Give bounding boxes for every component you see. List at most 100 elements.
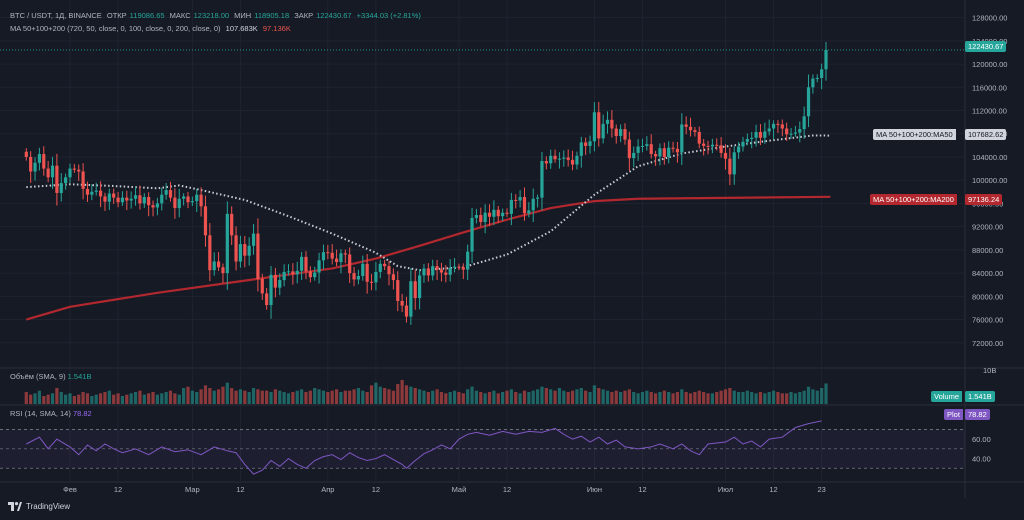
candle-body (85, 188, 90, 195)
candle-body (383, 263, 387, 267)
volume-bar (518, 393, 522, 404)
volume-bar (763, 393, 767, 404)
volume-bar (706, 393, 710, 404)
x-tick-label: Июн (587, 485, 602, 494)
candle-body (487, 212, 492, 217)
volume-bar (155, 394, 159, 404)
volume-bar (221, 386, 225, 404)
candle-body (278, 280, 282, 288)
volume-bar (68, 393, 72, 404)
candle-body (627, 139, 631, 159)
y-tick-label: 104000.00 (972, 153, 1007, 162)
volume-bar (811, 389, 815, 404)
volume-bar (321, 390, 326, 404)
volume-bar (85, 393, 90, 404)
candle-body (103, 196, 107, 202)
volume-bar (728, 388, 732, 404)
volume-bar (247, 392, 251, 404)
candle-body (142, 197, 146, 204)
candle-body (195, 194, 199, 202)
candle-body (540, 161, 544, 198)
ma50-line (26, 134, 831, 272)
candle-body (120, 197, 125, 203)
x-tick-label: Фев (63, 485, 77, 494)
volume-bar (125, 394, 129, 404)
volume-bar (243, 390, 247, 404)
volume-bar (81, 392, 85, 404)
candle-body (619, 129, 623, 137)
volume-bar (697, 390, 701, 404)
volume-bar (164, 392, 168, 404)
volume-bar (802, 390, 806, 404)
candle-body (575, 155, 579, 165)
candle-body (221, 267, 225, 274)
volume-bar (286, 393, 291, 404)
candle-body (614, 128, 618, 137)
candle-body (94, 190, 98, 192)
volume-bar (632, 392, 636, 404)
volume-bar (409, 386, 413, 404)
candle-body (535, 197, 540, 199)
ma-legend[interactable]: MA 50+100+200 (720, 50, close, 0, 100, c… (10, 24, 294, 33)
candle-body (623, 129, 627, 140)
candle-body (588, 141, 592, 146)
candle-body (505, 212, 509, 214)
candle-body (754, 132, 758, 138)
volume-bar (575, 389, 579, 404)
candle-body (767, 128, 771, 132)
ma200-name-label: MA 50+100+200:MA200 (870, 194, 957, 205)
volume-bar (780, 393, 784, 404)
low-label: МИН (234, 11, 252, 20)
candle-body (413, 281, 417, 299)
candle-body (457, 266, 461, 268)
close-value: 122430.67 (316, 11, 352, 20)
volume-bar (435, 389, 439, 404)
volume-bar (820, 388, 824, 404)
volume-bar (522, 390, 527, 404)
volume-legend[interactable]: Объём (SMA, 9) 1.541B (10, 372, 91, 381)
volume-bar (378, 386, 382, 404)
volume-bar (356, 388, 361, 404)
candle-body (234, 235, 238, 262)
volume-bar (256, 389, 260, 404)
volume-bar (400, 380, 404, 404)
volume-bar (627, 389, 631, 404)
volume-bar (815, 390, 819, 404)
y-tick-label: 120000.00 (972, 60, 1007, 69)
candle-body (710, 144, 714, 147)
y-tick-label: 100000.00 (972, 176, 1007, 185)
volume-bar (330, 390, 334, 404)
volume-bar (369, 385, 374, 404)
volume-bar (684, 392, 688, 404)
volume-bar (592, 385, 596, 404)
rsi-legend[interactable]: RSI (14, SMA, 14) 78.82 (10, 409, 92, 418)
volume-bar (55, 388, 59, 404)
candle-body (168, 190, 173, 198)
candle-body (396, 280, 400, 301)
candle-body (151, 205, 155, 208)
tradingview-footer[interactable]: TradingView (8, 502, 70, 511)
volume-bar (514, 392, 518, 404)
volume-bar (396, 384, 400, 404)
volume-bar (675, 392, 680, 404)
volume-bar (46, 394, 50, 404)
x-tick-label: 12 (114, 485, 122, 494)
candle-body (409, 281, 413, 317)
candle-body (758, 132, 763, 138)
candle-body (435, 266, 439, 270)
candle-body (24, 151, 28, 157)
volume-bar (505, 390, 509, 404)
candle-body (737, 146, 741, 153)
candle-body (68, 168, 72, 178)
rsi-tick-label: 40.00 (972, 455, 991, 464)
volume-value-label: 1.541B (965, 391, 995, 402)
symbol-name[interactable]: BTC / USDT, 1Д, BINANCE (10, 11, 102, 20)
volume-bar (492, 390, 496, 404)
candle-body (308, 271, 312, 278)
x-tick-label: Мар (185, 485, 200, 494)
volume-bar (317, 389, 321, 404)
volume-bar (562, 390, 566, 404)
candle-body (448, 267, 452, 275)
